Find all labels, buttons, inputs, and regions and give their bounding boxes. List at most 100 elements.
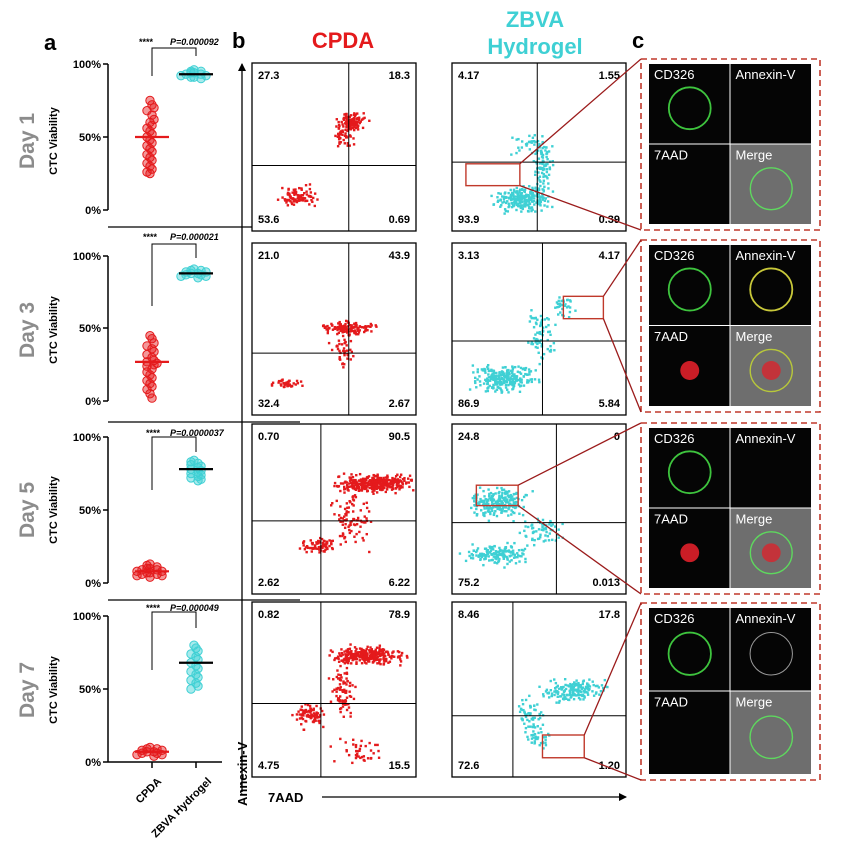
flow-plot-day7-cpda-event [348,681,352,685]
micrograph-day5-merge-nucleus [761,543,781,563]
flow-plot-day3-zbva-event [473,380,477,383]
day-7-ylabel: CTC Viability [48,655,60,724]
flow-plot-day3-zbva-event [503,378,506,382]
flow-plot-day5-cpda-event [345,518,348,521]
day-5-ytick-100: 100% [73,432,101,444]
flow-plot-day1-cpda-event [294,192,298,195]
flow-plot-day3-zbva-event [486,377,489,380]
flow-plot-day5-zbva-event [467,550,471,554]
flow-plot-day1-cpda-event [346,142,349,145]
flow-plot-day3-cpda-event [346,354,350,357]
day-3-ylabel: CTC Viability [48,295,60,364]
flow-plot-day1-zbva-event [530,140,534,143]
flow-plot-day7-zbva-event [547,696,551,699]
micrograph-day3-label-tr: Annexin-V [736,248,796,263]
flow-plot-day1-cpda-event [359,120,362,123]
flow-plot-day3-zbva-event [492,376,496,379]
flow-plot-day7-zbva-event [582,698,585,701]
flow-plot-day7-cpda-event [333,658,336,662]
flow-plot-day7-cpda-event [347,657,351,660]
day-3-cpda-point [142,349,152,360]
flow-plot-day7-zbva-event [521,702,525,706]
viability-dot-plots: Day 1 CTC Viability 100% 50% 0% **** P=0… [16,37,300,840]
flow-plot-day1-zbva-event [543,164,546,167]
flow-plot-day5-zbva-event [554,539,558,542]
flow-plot-day5-cpda-event [371,487,374,491]
flow-plot-day7-cpda-event [342,682,345,685]
flow-plot-day5-zbva-event [473,500,476,503]
flow-plot-day3-zbva-event [504,365,507,369]
flow-plot-day3-zbva-event [540,320,543,323]
flow-plot-day1-zbva-event [526,194,529,198]
flow-plot-day7-cpda-event [348,647,352,650]
flow-plot-day7-cpda-event [354,743,358,747]
flow-plot-day5-zbva-event [464,559,468,563]
flow-plot-day1-zbva-event [537,188,541,192]
flow-plot-day7-zbva-event [577,681,580,685]
flow-plot-day3-cpda-event [327,327,330,330]
flow-plot-day5-cpda-event [342,485,346,489]
flow-plot-day5-cpda-event [354,540,357,544]
flow-plot-day5-zbva-event [527,525,530,529]
flow-plot-day5-zbva-event [517,549,521,552]
flow-plot-day3-cpda-event [299,380,303,383]
flow-plot-day5-cpda-event [382,485,385,488]
flow-plot-day7-cpda-event [321,709,324,713]
flow-plot-day7-zbva-event [524,726,528,730]
micrograph-day1-tile-bl [649,144,730,224]
flow-plot-day7-zbva-event [526,718,529,722]
flow-plot-day3-zbva-event [539,339,543,342]
flow-plot-day7-cpda-event [316,712,320,715]
flow-plot-day3-zbva-event [487,376,491,379]
flow-plot-day7-cpda-event [344,741,347,744]
flow-plot-day1-cpda-event [334,134,337,138]
flow-plot-day5-zbva-event [509,497,513,500]
flow-plot-day5-zbva-event [532,530,536,533]
flow-plot-day7-cpda-event [339,673,342,677]
flow-plot-day1-zbva-event [551,190,555,193]
flow-plot-day5-zbva-event [495,502,499,505]
flow-plot-day5-zbva-event [483,554,487,557]
flow-plot-day3-zbva-event [546,347,549,351]
day-3-ytick-100: 100% [73,251,101,263]
flow-plot-day5-cpda-event [341,520,345,523]
flow-plot-day3-cpda-event [330,324,334,327]
flow-plot-day1-cpda-quadrant-br: 0.69 [389,214,410,226]
flow-plot-day3-zbva-event [510,374,514,378]
flow-plot-day5-zbva-event [458,552,462,555]
flow-plot-day5-cpda-event [341,517,344,520]
flow-plot-day5-cpda-event [399,486,402,490]
flow-plot-day3-zbva-event [518,390,522,393]
flow-plot-day1-zbva-event [533,134,536,137]
flow-plot-day1-zbva-event [538,197,541,200]
flow-plot-day3-zbva-event [565,306,569,309]
flow-plot-day5-zbva-event [506,491,509,495]
flow-plot-day7-cpda-event [361,648,365,652]
flow-plot-day7-cpda-event [399,664,402,667]
flow-plot-day3-zbva-event [536,342,539,346]
flow-plot-day1-zbva-event [510,198,513,202]
flow-plot-day5-zbva-event [502,488,506,491]
flow-plot-day5-cpda-event [386,476,389,479]
flow-plot-day1-zbva-event [508,204,511,208]
flow-plot-day5-cpda-event [366,490,369,493]
flow-plot-day1-zbva-event [523,204,527,207]
flow-plot-day1-cpda-event [292,203,296,206]
flow-plot-day5-zbva-event [531,523,534,526]
flow-plot-day3-zbva-event [501,366,505,369]
flow-plot-day5-zbva-event [512,553,515,556]
flow-plot-day3-zbva-event [502,372,506,375]
flow-plot-day5-zbva-event [506,557,509,560]
flow-plot-day5-zbva-event [500,500,504,503]
flow-plot-day5-zbva-event [502,555,505,558]
flow-plot-day5-cpda-event [378,482,382,485]
flow-plot-day5-cpda-event [395,478,398,482]
flow-y-label: Annexin-V [235,741,250,806]
flow-plot-day1-zbva-event [538,175,542,178]
flow-plot-day7-cpda-event [358,647,362,650]
flow-plot-day5-cpda-event [355,523,359,526]
flow-plot-day5-cpda-event [315,541,319,545]
flow-plot-day7-cpda-event [311,720,315,723]
flow-plot-day5-cpda-event [325,543,328,546]
